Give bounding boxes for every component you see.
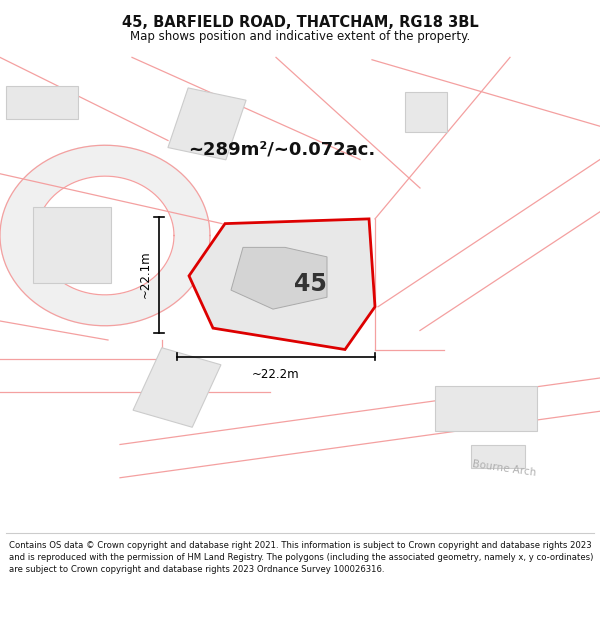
Polygon shape xyxy=(471,444,525,468)
Text: ~22.1m: ~22.1m xyxy=(139,251,152,299)
Polygon shape xyxy=(33,207,111,283)
Polygon shape xyxy=(189,219,375,349)
Text: Bourne Arch: Bourne Arch xyxy=(472,459,536,478)
Text: Contains OS data © Crown copyright and database right 2021. This information is : Contains OS data © Crown copyright and d… xyxy=(9,541,593,574)
Text: ~22.2m: ~22.2m xyxy=(252,369,300,381)
Ellipse shape xyxy=(0,145,210,326)
Text: 45, BARFIELD ROAD, THATCHAM, RG18 3BL: 45, BARFIELD ROAD, THATCHAM, RG18 3BL xyxy=(122,16,478,31)
Ellipse shape xyxy=(36,176,174,295)
Polygon shape xyxy=(231,248,327,309)
Polygon shape xyxy=(435,386,537,431)
Text: ~289m²/~0.072ac.: ~289m²/~0.072ac. xyxy=(188,141,376,159)
Polygon shape xyxy=(133,348,221,428)
Polygon shape xyxy=(6,86,78,119)
Polygon shape xyxy=(405,92,447,132)
Text: Map shows position and indicative extent of the property.: Map shows position and indicative extent… xyxy=(130,30,470,43)
Text: 45: 45 xyxy=(293,272,326,296)
Polygon shape xyxy=(168,88,246,160)
